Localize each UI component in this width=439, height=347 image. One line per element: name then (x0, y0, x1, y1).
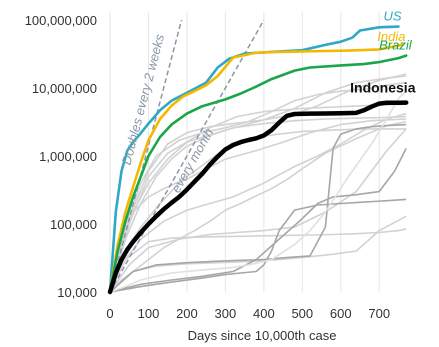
series-line-us (108, 25, 400, 294)
x-axis-label: Days since 10,000th case (188, 328, 337, 343)
background-series-line (109, 112, 407, 293)
background-series-line (109, 75, 407, 293)
reference-line-doubles-2-weeks (109, 19, 183, 293)
annotation-doubles-2-weeks: Doubles every 2 weeks (119, 32, 168, 166)
series-line-indonesia (107, 100, 409, 295)
y-tick-label: 10,000 (57, 285, 97, 300)
background-series-line (109, 90, 407, 293)
background-series-line (109, 120, 407, 293)
x-tick-label: 200 (176, 306, 198, 321)
main-series (107, 25, 409, 295)
background-series-line (109, 198, 407, 293)
grid-lines (109, 12, 380, 292)
background-series-line (109, 81, 407, 293)
y-axis-ticks: 10,000 100,000 1,000,000 10,000,000 100,000,… (25, 13, 97, 300)
x-tick-label: 100 (138, 306, 160, 321)
reference-line-every-month (109, 19, 265, 293)
background-series (109, 73, 407, 293)
series-line-india (108, 43, 404, 294)
series-line-brazil (108, 54, 408, 294)
y-tick-label: 10,000,000 (32, 81, 97, 96)
background-series-line (109, 118, 407, 293)
y-tick-label: 100,000,000 (25, 13, 97, 28)
x-tick-label: 600 (330, 306, 352, 321)
series-label-brazil: Brazil (379, 38, 413, 53)
x-tick-label: 0 (106, 306, 113, 321)
background-series-line (109, 128, 407, 293)
x-axis-ticks: 0 100 200 300 400 500 600 700 (106, 306, 390, 321)
series-label-us: US (383, 9, 401, 24)
background-series-line (109, 147, 407, 293)
background-series-line (109, 123, 407, 293)
x-tick-label: 400 (253, 306, 275, 321)
x-tick-label: 300 (215, 306, 237, 321)
x-tick-label: 500 (291, 306, 313, 321)
series-label-india: India (377, 29, 405, 44)
series-label-indonesia: Indonesia (350, 80, 416, 96)
reference-lines (109, 19, 265, 293)
x-tick-label: 700 (368, 306, 390, 321)
y-tick-label: 1,000,000 (39, 149, 97, 164)
background-series-line (109, 103, 407, 293)
background-series-line (109, 228, 407, 293)
y-tick-label: 100,000 (50, 217, 97, 232)
